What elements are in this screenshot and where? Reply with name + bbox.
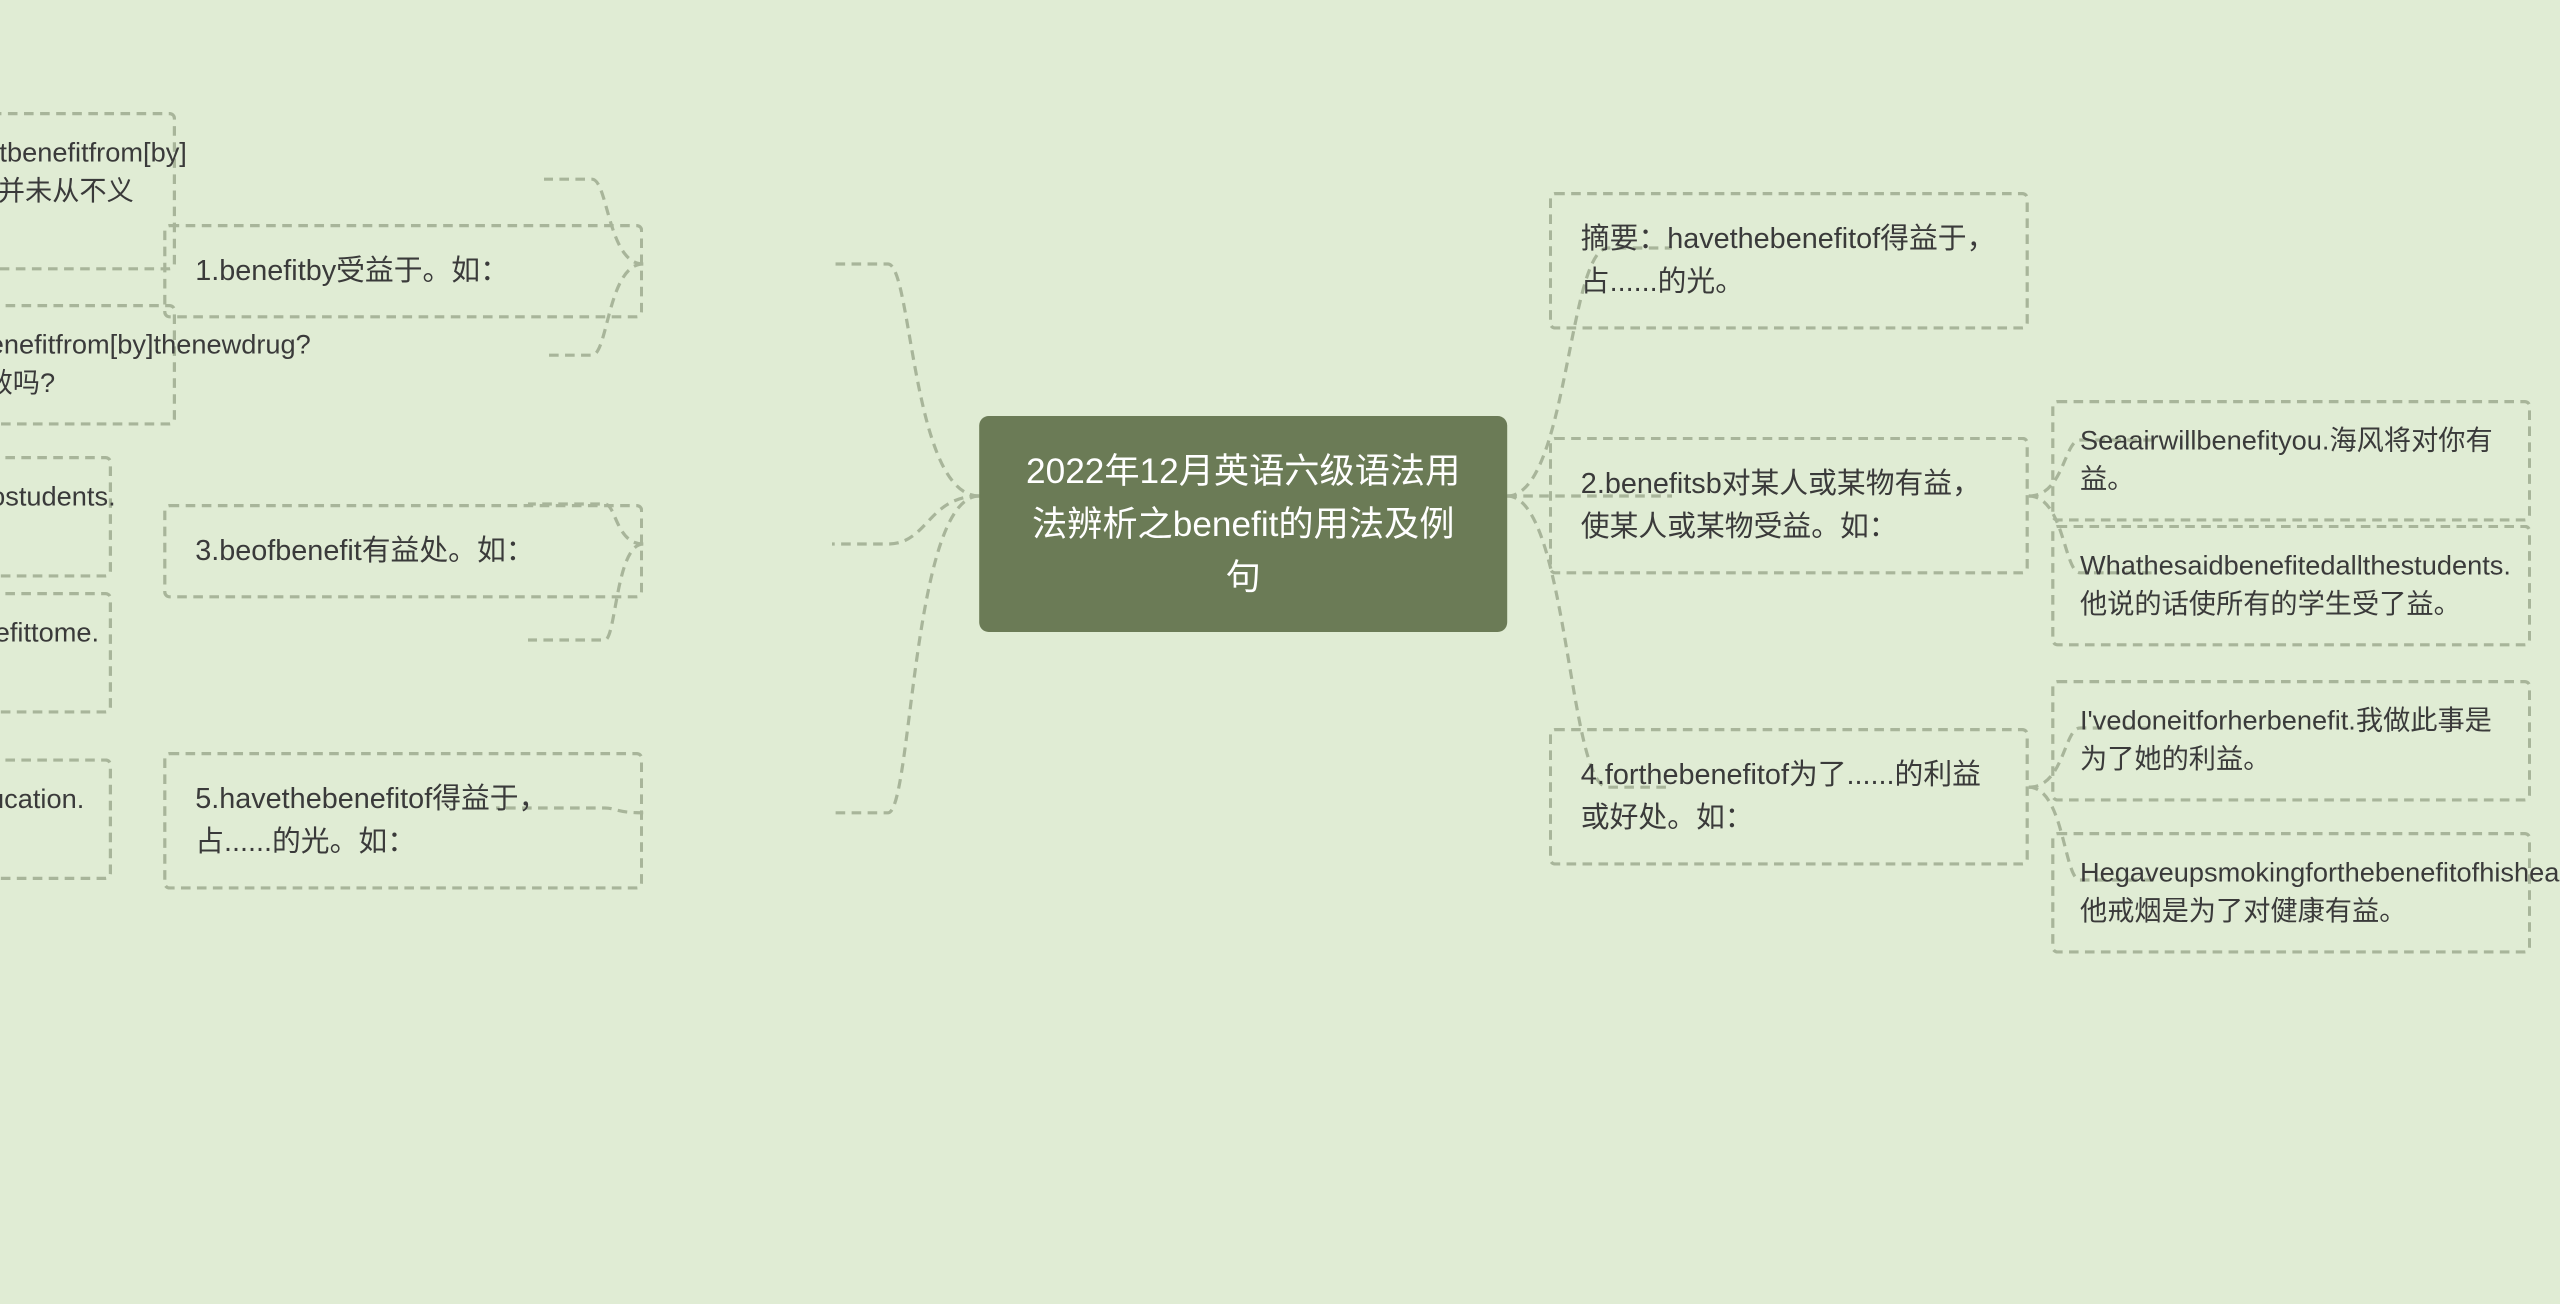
leaf-b1c2-text: WilltheADSpatientsbenefitfrom[by]thenewd… (0, 330, 311, 398)
center-text: 2022年12月英语六级语法用法辨析之benefit的用法及例句 (1026, 451, 1460, 597)
leaf-b5c1: Hehadthebenefitofagoodeducation.他得益于良好的教… (0, 758, 112, 879)
leaf-b1c1-text: Peoplewhostoledidnotbenefitfrom[by] ill-… (0, 138, 187, 245)
branch-b5-text: 5.havethebenefitof得益于，占......的光。如： (195, 782, 547, 857)
leaf-b3c2: Thatexperiencewasofgreatbenefittome.那次经历… (0, 592, 112, 713)
branch-r2: 2.benefitsb对某人或某物有益，使某人或某物受益。如： (1549, 437, 2029, 575)
branch-r0-text: 摘要：havethebenefitof得益于，占......的光。 (1581, 222, 1996, 297)
connector-center-b1 (832, 264, 979, 496)
branch-b3-text: 3.beofbenefit有益处。如： (195, 534, 534, 566)
connector-center-b3 (832, 496, 979, 544)
leaf-b1c1: Peoplewhostoledidnotbenefitfrom[by] ill-… (0, 112, 176, 271)
leaf-r4c1-text: I'vedoneitforherbenefit.我做此事是为了她的利益。 (2080, 706, 2492, 774)
branch-r4-text: 4.forthebenefitof为了......的利益或好处。如： (1581, 758, 1981, 833)
branch-r4: 4.forthebenefitof为了......的利益或好处。如： (1549, 728, 2029, 866)
branch-b3: 3.beofbenefit有益处。如： (163, 504, 643, 598)
leaf-b3c1-text: Thisdictionaryisofgreatbenefittostudents… (0, 482, 116, 550)
center-node: 2022年12月英语六级语法用法辨析之benefit的用法及例句 (979, 416, 1507, 632)
branch-r0: 摘要：havethebenefitof得益于，占......的光。 (1549, 192, 2029, 330)
branch-b1: 1.benefitby受益于。如： (163, 224, 643, 318)
branch-b1-text: 1.benefitby受益于。如： (195, 254, 509, 286)
leaf-r4c2-text: Hegaveupsmokingforthebenefitofhishealth.… (2080, 858, 2560, 926)
leaf-r2c1: Seaairwillbenefityou.海风将对你有益。 (2051, 400, 2531, 521)
leaf-r2c2: Whathesaidbenefitedallthestudents.他说的话使所… (2051, 525, 2531, 646)
leaf-r4c2: Hegaveupsmokingforthebenefitofhishealth.… (2051, 832, 2531, 953)
leaf-b3c2-text: Thatexperiencewasofgreatbenefittome.那次经历… (0, 618, 99, 686)
leaf-b1c2: WilltheADSpatientsbenefitfrom[by]thenewd… (0, 304, 176, 425)
branch-r2-text: 2.benefitsb对某人或某物有益，使某人或某物受益。如： (1581, 467, 1981, 542)
connector-center-b5 (832, 496, 979, 813)
leaf-r4c1: I'vedoneitforherbenefit.我做此事是为了她的利益。 (2051, 680, 2531, 801)
branch-b5: 5.havethebenefitof得益于，占......的光。如： (163, 752, 643, 890)
leaf-b5c1-text: Hehadthebenefitofagoodeducation.他得益于良好的教… (0, 784, 84, 852)
leaf-b3c1: Thisdictionaryisofgreatbenefittostudents… (0, 456, 112, 577)
connectors-svg (0, 0, 2560, 1304)
leaf-r2c1-text: Seaairwillbenefityou.海风将对你有益。 (2080, 426, 2493, 494)
leaf-r2c2-text: Whathesaidbenefitedallthestudents.他说的话使所… (2080, 550, 2511, 618)
